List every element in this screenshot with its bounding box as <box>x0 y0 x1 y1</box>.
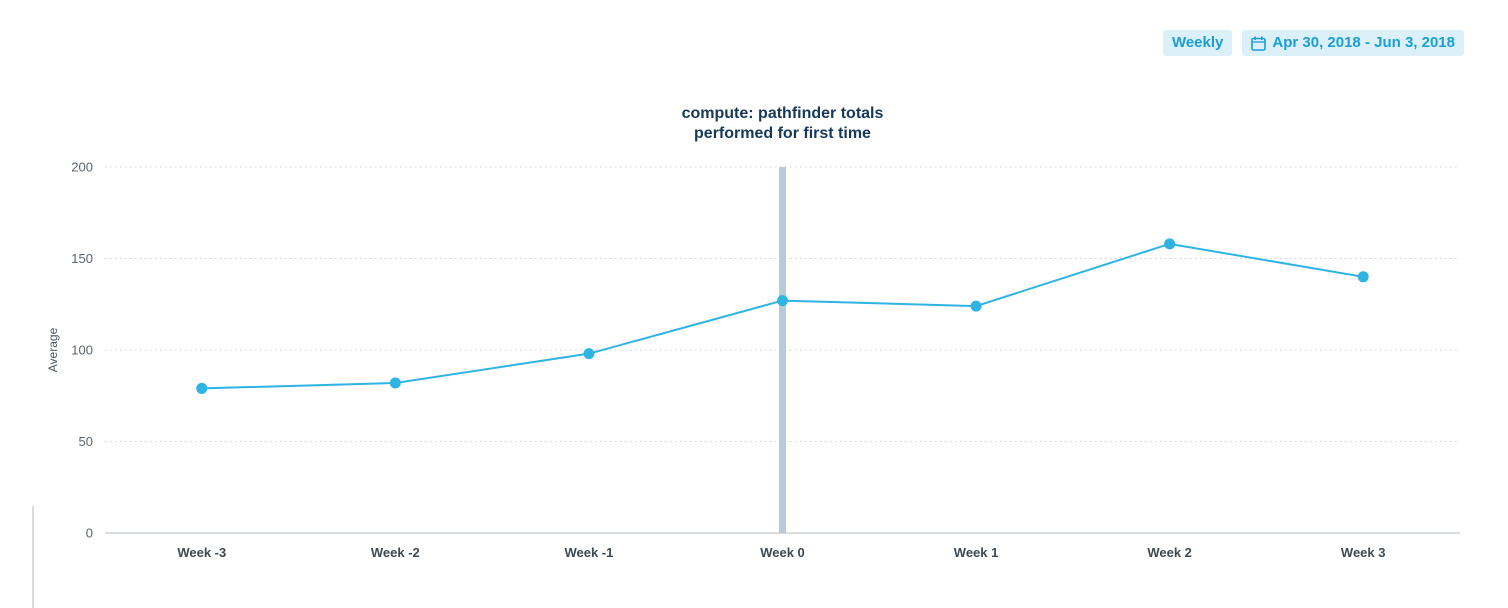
data-point-week--3[interactable] <box>196 382 208 394</box>
chart-area: 0 50 100 150 200 Week -3 Week -2 Week -1 Week 0 W… <box>0 155 1508 595</box>
calendar-icon <box>1251 36 1267 51</box>
x-tick-label: Week 1 <box>954 545 999 560</box>
x-tick-label: Week -1 <box>564 545 613 560</box>
chart-title-line-1: compute: pathfinder totals <box>681 105 884 122</box>
chart-controls: Weekly Apr 30, 2018 - Jun 3, 2018 <box>1162 30 1464 56</box>
y-tick-label: 0 <box>86 526 93 541</box>
granularity-toggle[interactable]: Weekly <box>1162 30 1233 56</box>
chart-title-line-2: performed for first time <box>694 125 871 142</box>
panel-edge <box>32 506 34 608</box>
line-chart[interactable]: 0 50 100 150 200 Week -3 Week -2 Week -1 Week 0 W… <box>0 155 1508 595</box>
data-point-week-2[interactable] <box>1164 238 1176 250</box>
data-point-week--1[interactable] <box>583 348 595 360</box>
y-tick-label: 100 <box>71 343 93 358</box>
data-point-week-0[interactable] <box>777 295 788 307</box>
x-tick-label: Week 2 <box>1147 545 1192 560</box>
highlight-band <box>779 167 786 533</box>
y-tick-label: 50 <box>79 434 93 449</box>
y-tick-label: 150 <box>71 251 93 266</box>
y-axis-label: Average <box>46 327 60 372</box>
data-point-week--2[interactable] <box>389 377 401 389</box>
data-point-week-1[interactable] <box>970 300 982 312</box>
x-tick-label: Week 3 <box>1341 545 1386 560</box>
data-point-week-3[interactable] <box>1357 271 1369 283</box>
date-range-picker[interactable]: Apr 30, 2018 - Jun 3, 2018 <box>1242 30 1464 56</box>
date-range-label: Apr 30, 2018 - Jun 3, 2018 <box>1272 34 1455 51</box>
granularity-label: Weekly <box>1171 34 1224 51</box>
x-tick-label: Week -3 <box>177 545 226 560</box>
x-tick-label: Week 0 <box>760 545 805 560</box>
x-tick-label: Week -2 <box>371 545 420 560</box>
y-tick-label: 200 <box>71 160 93 175</box>
chart-title: compute: pathfinder totals performed for… <box>105 104 1460 144</box>
